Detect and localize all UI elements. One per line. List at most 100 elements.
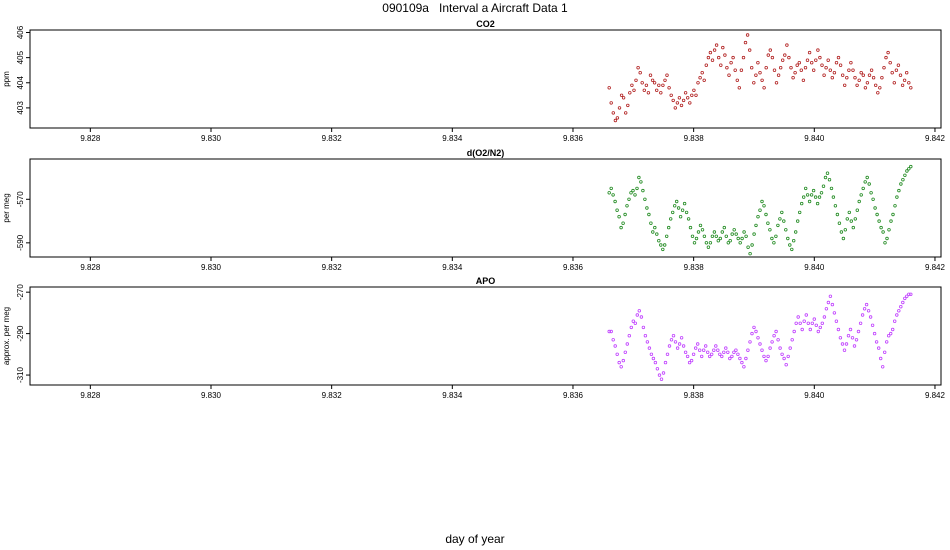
data-point-2: [645, 206, 649, 210]
x-tick-label: 9.834: [442, 391, 463, 400]
data-point-1: [700, 70, 704, 75]
data-point-1: [708, 50, 713, 55]
data-point-3: [868, 315, 873, 319]
data-point-1: [853, 75, 857, 80]
x-tick-label: 9.836: [563, 134, 584, 143]
data-point-3: [625, 342, 629, 346]
data-point-2: [835, 212, 840, 217]
data-point-3: [659, 377, 664, 381]
data-point-3: [772, 334, 776, 338]
data-point-1: [890, 70, 894, 75]
data-point-1: [735, 78, 739, 82]
data-point-3: [909, 292, 913, 296]
data-point-2: [903, 173, 907, 177]
data-point-2: [613, 199, 617, 204]
data-point-3: [726, 350, 730, 354]
data-point-2: [807, 199, 812, 204]
data-point-3: [852, 344, 857, 348]
data-point-3: [891, 327, 895, 332]
plot-frame-2: [29, 158, 942, 258]
data-point-2: [794, 230, 798, 234]
data-point-1: [859, 70, 863, 75]
data-point-1: [646, 91, 651, 95]
data-point-2: [766, 221, 770, 225]
data-point-1: [634, 78, 638, 82]
data-point-1: [810, 61, 814, 65]
data-point-3: [647, 346, 652, 350]
data-point-3: [712, 348, 716, 352]
data-point-1: [851, 68, 855, 72]
data-point-3: [881, 365, 885, 369]
data-point-1: [799, 68, 803, 72]
data-point-1: [690, 93, 694, 97]
data-point-2: [817, 195, 822, 199]
data-point-1: [801, 78, 806, 82]
data-point-2: [744, 234, 748, 238]
y-axis-label-1: ppm: [2, 71, 11, 87]
data-point-1: [655, 88, 659, 92]
data-point-2: [853, 217, 857, 221]
data-point-2: [841, 236, 846, 241]
data-point-3: [822, 315, 827, 319]
data-point-3: [714, 344, 718, 348]
data-point-1: [741, 55, 746, 60]
data-point-1: [832, 70, 837, 75]
data-point-1: [721, 45, 725, 50]
data-point-2: [843, 228, 847, 232]
data-point-1: [609, 101, 613, 105]
data-point-3: [877, 346, 881, 350]
data-point-3: [734, 348, 738, 352]
data-point-2: [891, 212, 895, 217]
data-point-2: [665, 234, 669, 238]
data-point-2: [722, 225, 726, 230]
data-point-2: [905, 169, 909, 173]
data-point-3: [848, 327, 853, 332]
data-point-1: [692, 88, 696, 92]
data-point-3: [681, 344, 686, 348]
data-point-1: [756, 61, 760, 65]
data-point-3: [696, 342, 700, 346]
data-point-2: [889, 219, 893, 223]
data-point-3: [685, 354, 690, 359]
data-point-1: [704, 63, 708, 67]
data-point-1: [702, 78, 706, 82]
data-point-1: [772, 68, 777, 72]
data-point-3: [796, 315, 800, 319]
panel-title-2: d(O2/N2): [467, 148, 505, 158]
data-point-3: [679, 336, 684, 340]
x-tick-label: 9.828: [80, 391, 101, 400]
x-tick-label: 9.828: [80, 134, 101, 143]
data-point-1: [745, 33, 750, 37]
data-point-3: [621, 358, 625, 363]
data-point-1: [849, 61, 853, 65]
data-point-1: [750, 65, 754, 70]
x-tick-label: 9.832: [322, 263, 343, 272]
data-point-2: [700, 228, 705, 232]
data-point-3: [663, 360, 668, 365]
data-point-2: [875, 212, 879, 217]
data-point-3: [866, 309, 871, 313]
data-point-3: [895, 313, 899, 317]
data-point-2: [776, 223, 780, 228]
data-point-2: [809, 193, 814, 197]
data-point-2: [611, 193, 615, 197]
data-point-2: [752, 232, 756, 236]
data-point-1: [626, 103, 630, 108]
data-point-1: [630, 83, 634, 87]
data-point-2: [855, 208, 859, 212]
data-point-2: [899, 182, 903, 186]
data-point-2: [740, 236, 744, 241]
data-point-2: [780, 210, 784, 215]
data-point-3: [760, 348, 764, 352]
data-point-3: [770, 340, 774, 344]
data-point-1: [822, 73, 826, 77]
data-point-1: [663, 78, 667, 82]
data-point-1: [733, 68, 737, 72]
data-point-2: [778, 217, 782, 221]
data-point-1: [863, 86, 868, 90]
data-point-3: [824, 307, 829, 311]
data-point-3: [854, 338, 859, 342]
data-point-1: [731, 55, 735, 60]
data-point-2: [629, 191, 633, 195]
data-point-3: [657, 373, 662, 377]
